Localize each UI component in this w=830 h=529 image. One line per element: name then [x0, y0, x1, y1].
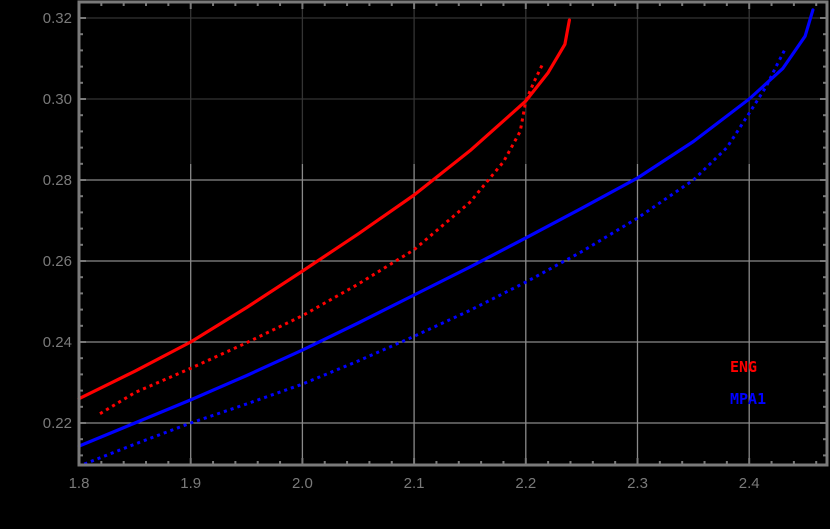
legend-entry-eng: ENG	[730, 358, 757, 376]
x-axis-tick-labels: 1.8 1.9 2.0 2.1 2.2 2.3 2.4	[69, 475, 760, 492]
dim-overlay	[81, 2, 826, 164]
x-tick-label: 2.1	[404, 475, 425, 492]
y-tick-label: 0.32	[43, 10, 72, 27]
series-line	[99, 64, 544, 415]
legend: ENG MPA1	[730, 358, 766, 408]
x-tick-label: 1.8	[69, 475, 90, 492]
legend-entry-mpa1: MPA1	[730, 390, 766, 408]
x-tick-label: 2.4	[739, 475, 760, 492]
x-tick-label: 2.0	[292, 475, 313, 492]
y-tick-label: 0.24	[43, 334, 72, 351]
y-axis-tick-labels: 0.22 0.24 0.26 0.28 0.30 0.32	[43, 10, 72, 432]
axes-frame	[77, 0, 829, 467]
y-tick-label: 0.26	[43, 253, 72, 270]
plot-frame	[77, 0, 829, 467]
y-tick-label: 0.28	[43, 172, 72, 189]
y-tick-label: 0.22	[43, 415, 72, 432]
series-line	[77, 18, 571, 401]
series-line	[83, 45, 789, 466]
x-tick-label: 1.9	[180, 475, 201, 492]
x-tick-label: 2.3	[627, 475, 648, 492]
x-tick-label: 2.2	[515, 475, 536, 492]
y-tick-label: 0.30	[43, 91, 72, 108]
axis-ticks	[78, 2, 827, 465]
plot-series	[77, 8, 815, 466]
